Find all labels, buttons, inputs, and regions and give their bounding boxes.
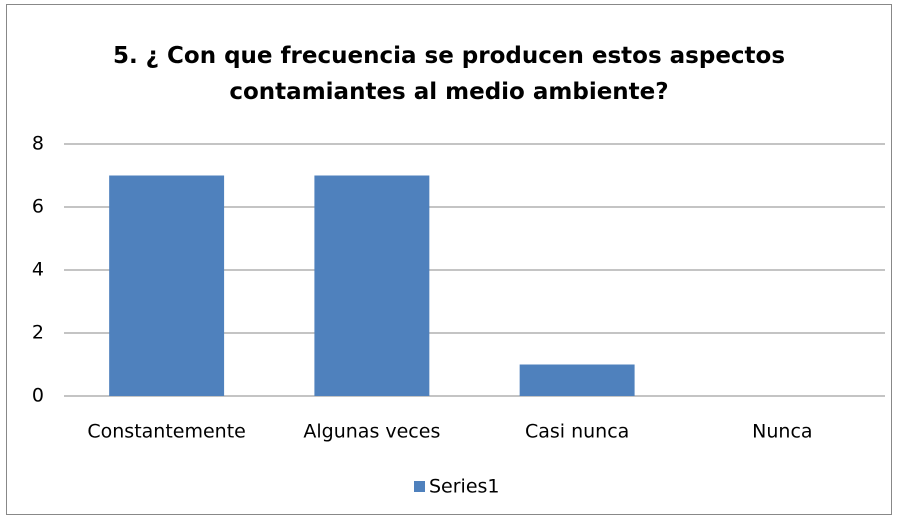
- x-tick-label: Algunas veces: [303, 421, 440, 443]
- y-tick-label: 4: [32, 259, 44, 281]
- bar: [314, 175, 430, 396]
- x-tick-label: Nunca: [752, 421, 812, 443]
- y-tick-label: 6: [32, 196, 44, 218]
- bar: [519, 364, 635, 396]
- legend-label: Series1: [429, 476, 500, 498]
- y-tick-label: 0: [32, 385, 44, 407]
- legend-swatch: [414, 481, 425, 492]
- x-tick-label: Casi nunca: [525, 421, 629, 443]
- bar: [109, 175, 225, 396]
- y-tick-label: 2: [32, 322, 44, 344]
- chart-title: 5. ¿ Con que frecuencia se producen esto…: [113, 43, 785, 105]
- x-tick-label: Constantemente: [87, 421, 246, 443]
- y-tick-label: 8: [32, 133, 44, 155]
